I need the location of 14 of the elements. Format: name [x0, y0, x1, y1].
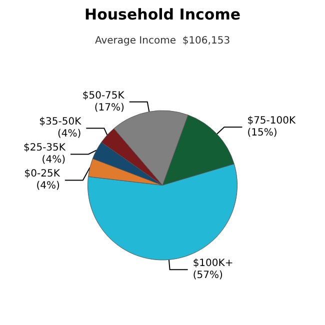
slice-label: $0-25K	[24, 168, 60, 180]
slice-label: $25-35K	[23, 142, 66, 154]
slice-label: $100K+	[192, 258, 234, 270]
data-label: (57%)	[192, 270, 223, 282]
data-label: (15%)	[247, 128, 278, 139]
chart-subtitle: Average Income $106,153	[94, 36, 230, 46]
slice-label: $35-50K	[39, 116, 82, 128]
slice-label: $50-75K	[82, 90, 125, 102]
data-label: (4%)	[36, 180, 60, 192]
data-label: (4%)	[42, 154, 66, 166]
data-label: (4%)	[57, 128, 82, 140]
chart-title: Household Income	[84, 6, 240, 24]
slice-label: $75-100K	[247, 116, 296, 127]
data-label: (17%)	[94, 102, 124, 114]
